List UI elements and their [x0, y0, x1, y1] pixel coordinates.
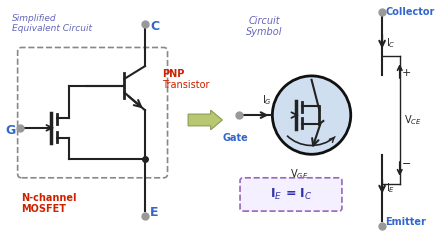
Text: Gate: Gate [222, 133, 248, 143]
Text: PNP: PNP [162, 69, 184, 79]
Text: I$_E$: I$_E$ [386, 182, 395, 196]
Text: Transistor: Transistor [162, 80, 209, 90]
Text: Equivalent Circuit: Equivalent Circuit [12, 24, 92, 33]
FancyArrow shape [188, 110, 222, 130]
Text: V$_{CE}$: V$_{CE}$ [404, 113, 421, 127]
Text: +: + [402, 68, 411, 78]
Text: MOSFET: MOSFET [22, 204, 67, 214]
Text: I$_E$ = I$_C$: I$_E$ = I$_C$ [270, 187, 312, 202]
Text: Symbol: Symbol [246, 27, 283, 37]
FancyBboxPatch shape [240, 178, 342, 211]
Text: V$_{GE}$: V$_{GE}$ [289, 167, 308, 181]
Text: Emitter: Emitter [385, 217, 426, 227]
Text: C: C [150, 20, 159, 33]
Text: E: E [150, 206, 159, 219]
Text: Simplified: Simplified [12, 14, 56, 23]
Text: −: − [402, 159, 411, 169]
Text: G: G [5, 124, 15, 137]
Text: N-channel: N-channel [22, 193, 77, 203]
Text: I$_G$: I$_G$ [262, 93, 271, 107]
Text: I$_C$: I$_C$ [386, 37, 396, 50]
Circle shape [272, 76, 351, 154]
Text: Circuit: Circuit [249, 16, 280, 26]
Text: Collector: Collector [385, 7, 434, 17]
